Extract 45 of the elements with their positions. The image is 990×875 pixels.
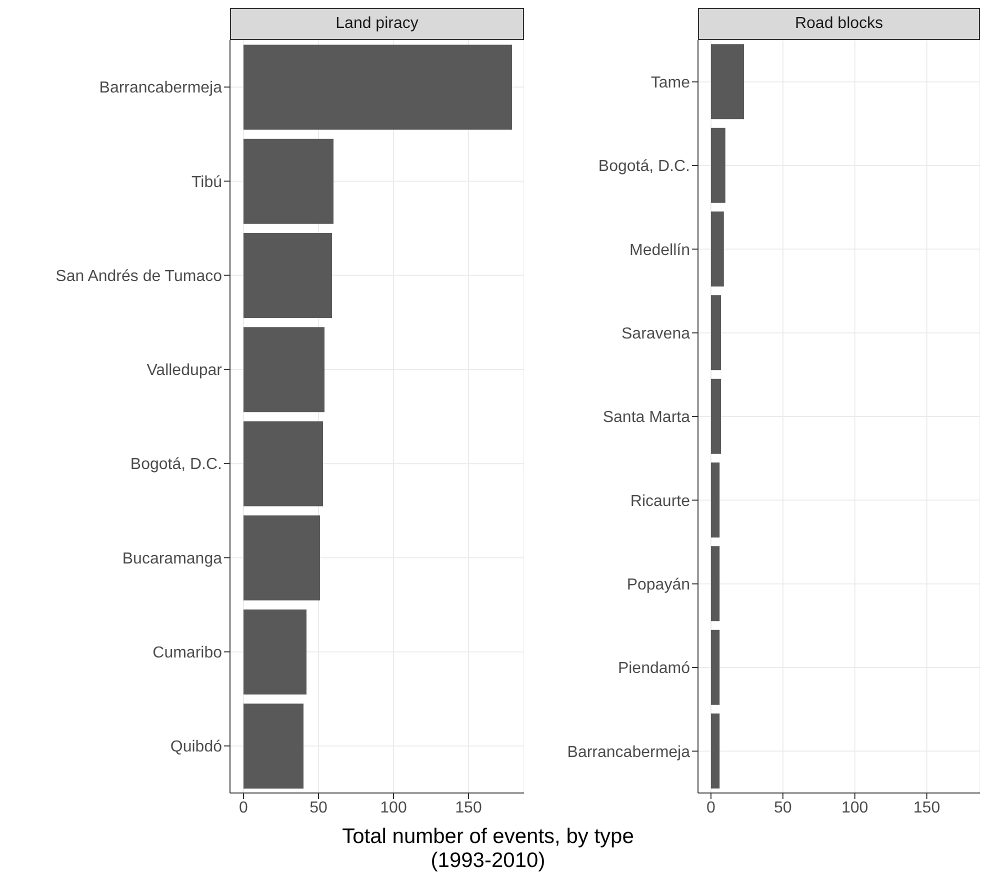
y-tick-label: Bogotá, D.C. [130, 456, 222, 474]
bar [244, 609, 306, 694]
bar [244, 138, 334, 224]
bar [244, 44, 512, 130]
y-tick-label: Saravena [622, 326, 690, 343]
y-tick-label: Barrancabermeja [567, 744, 690, 761]
bar [710, 462, 720, 538]
x-tick-label: 50 [774, 799, 792, 816]
y-tick-label: Bogotá, D.C. [598, 158, 690, 176]
y-tick-label: Cumaribo [152, 644, 222, 662]
bar [710, 714, 720, 789]
x-tick-label: 0 [706, 799, 716, 816]
chart-title: Road blocks [698, 8, 980, 40]
bar [244, 515, 320, 600]
bar [244, 232, 332, 318]
x-tick-label: 100 [841, 799, 868, 816]
bar [710, 212, 724, 287]
chart-title: Land piracy [230, 8, 524, 40]
y-tick-label: Quibdó [170, 738, 222, 756]
bar [710, 295, 722, 370]
bar [244, 704, 304, 789]
bar [710, 378, 722, 454]
y-tick-label: Piendamó [618, 660, 690, 678]
x-tick-label: 0 [239, 799, 248, 816]
x-tick-label: 100 [380, 799, 407, 816]
bar [244, 327, 324, 412]
bar [244, 421, 323, 506]
y-tick-label: Tibú [191, 174, 222, 191]
x-axis-title: Total number of events, by type (1993-2010) [341, 825, 635, 873]
x-tick-label: 150 [455, 799, 482, 816]
y-tick-label: Popayán [626, 576, 690, 594]
y-tick-label: Medellín [630, 242, 690, 259]
y-tick-label: Valledupar [146, 362, 223, 380]
y-tick-label: Ricaurte [630, 492, 690, 510]
bar [710, 630, 720, 705]
y-tick-label: Bucaramanga [122, 550, 222, 568]
y-tick-label: San Andrés de Tumaco [56, 268, 222, 285]
y-tick-label: Santa Marta [602, 409, 690, 426]
bar [710, 546, 720, 622]
bar [710, 128, 726, 203]
bar [710, 44, 744, 120]
y-tick-label: Barrancabermeja [99, 80, 222, 97]
x-tick-label: 150 [913, 799, 940, 816]
x-tick-label: 50 [310, 799, 328, 816]
y-tick-label: Tame [650, 74, 690, 92]
